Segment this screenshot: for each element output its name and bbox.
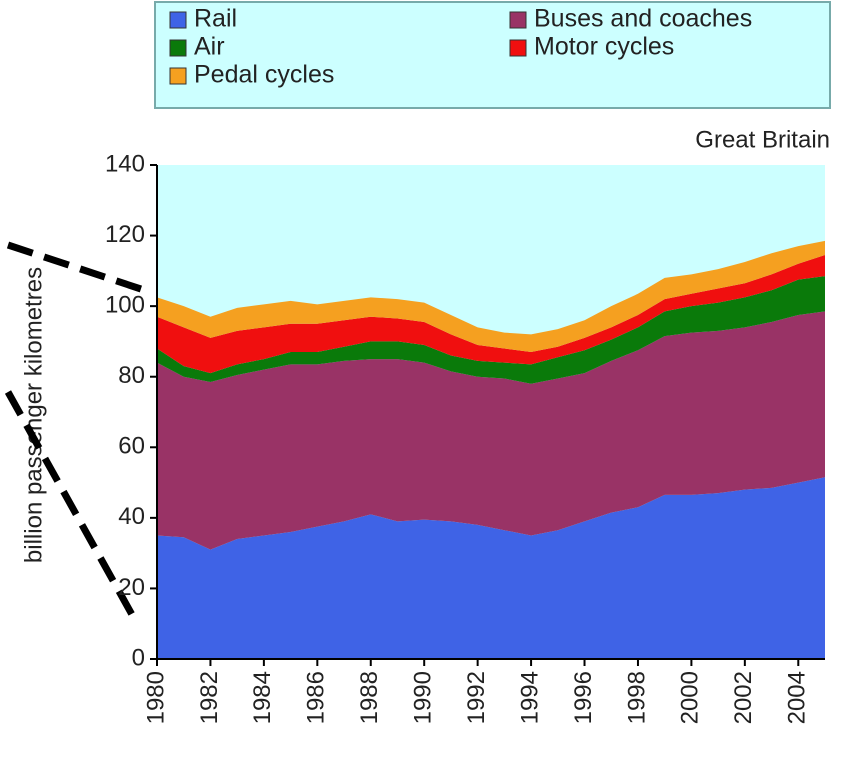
area [157, 477, 825, 659]
arrow [6, 241, 152, 296]
arrow [4, 390, 139, 622]
area [157, 276, 825, 384]
legend-label: Air [194, 33, 225, 61]
y-tick-label: 80 [118, 362, 145, 389]
x-tick-label: 1988 [356, 671, 383, 724]
legend-swatch [169, 11, 187, 29]
x-tick-label: 1986 [303, 671, 330, 724]
annotation-arrows [4, 241, 152, 622]
y-tick-label: 40 [118, 503, 145, 530]
legend-label: Pedal cycles [194, 61, 334, 89]
x-tick-label: 2002 [730, 671, 757, 724]
subtitle: Great Britain [695, 126, 830, 153]
x-tick-label: 1994 [516, 671, 543, 724]
legend-box [154, 1, 831, 109]
y-axis-label: billion passenger kilometres [20, 267, 47, 563]
legend-label: Rail [194, 5, 237, 33]
y-tick-label: 60 [118, 433, 145, 460]
x-tick-label: 1996 [570, 671, 597, 724]
x-tick-label: 1990 [410, 671, 437, 724]
x-tick-label: 2004 [784, 671, 811, 724]
y-tick-label: 140 [105, 150, 145, 177]
legend-label: Buses and coaches [534, 5, 752, 33]
x-tick-label: 1980 [142, 671, 169, 724]
y-tick-label: 120 [105, 221, 145, 248]
x-tick-label: 1984 [249, 671, 276, 724]
x-tick-label: 1998 [623, 671, 650, 724]
x-tick-label: 1992 [463, 671, 490, 724]
x-tick-label: 2000 [677, 671, 704, 724]
area [157, 254, 825, 374]
y-tick-label: 20 [118, 574, 145, 601]
legend-label: Motor cycles [534, 33, 674, 61]
y-tick-label: 0 [132, 644, 145, 671]
area [157, 311, 825, 550]
x-tick-label: 1982 [196, 671, 223, 724]
legend-swatch [169, 67, 187, 85]
y-tick-label: 100 [105, 291, 145, 318]
legend-swatch [509, 39, 527, 57]
legend-swatch [509, 11, 527, 29]
legend-swatch [169, 39, 187, 57]
